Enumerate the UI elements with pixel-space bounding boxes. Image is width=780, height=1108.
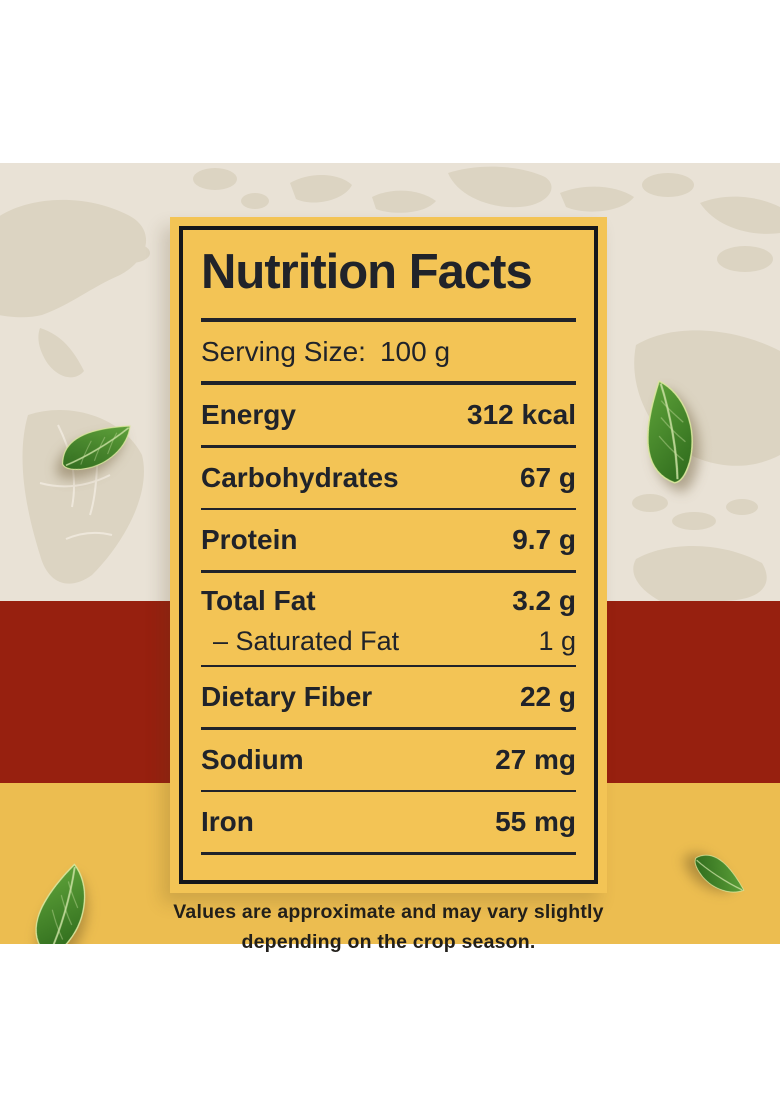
nutrition-label-border: Nutrition Facts Serving Size: 100 g Ener… [179,226,598,884]
row-divider [201,852,576,855]
nutrient-label: Iron [201,806,254,837]
row-divider [201,445,576,448]
divider-serving [201,381,576,385]
nutrient-row-sodium: Sodium 27 mg [201,730,576,790]
nutrient-value: 3.2 g [512,584,576,616]
nutrient-row-energy: Energy 312 kcal [201,385,576,445]
row-divider [201,789,576,792]
nutrient-row-protein: Protein 9.7 g [201,510,576,570]
nutrition-label-card: Nutrition Facts Serving Size: 100 g Ener… [170,217,607,893]
nutrient-group-total-fat: Total Fat 3.2 g – Saturated Fat 1 g [201,573,576,665]
row-divider [201,570,576,573]
nutrient-row-carbohydrates: Carbohydrates 67 g [201,448,576,508]
nutrient-value: 55 mg [495,806,576,837]
nutrient-label: Energy [201,399,296,430]
nutrient-row-dietary-fiber: Dietary Fiber 22 g [201,667,576,727]
nutrient-sublabel: – Saturated Fat [213,626,400,656]
row-divider [201,664,576,667]
row-divider [201,727,576,730]
leaf-image-bottom-right [688,841,749,908]
leaf-image-left [55,418,139,476]
serving-size-label: Serving Size: [201,335,366,367]
serving-size-value: 100 g [379,335,451,367]
leaf-image-right [628,370,711,495]
row-divider [201,507,576,510]
nutrient-subrow-saturated-fat: – Saturated Fat 1 g [201,623,576,661]
nutrient-label: Sodium [201,743,304,775]
nutrition-facts-title: Nutrition Facts [201,245,533,299]
divider-title [201,318,576,322]
nutrient-value: 67 g [519,461,576,493]
nutrient-label: Carbohydrates [201,461,399,493]
nutrient-label: Total Fat [201,584,316,616]
nutrient-value: 9.7 g [512,524,576,555]
nutrient-value: 22 g [519,681,576,712]
nutrient-value: 312 kcal [467,399,576,430]
nutrient-label: Protein [201,524,298,555]
footnote-text: Values are approximate and may vary slig… [173,901,604,953]
nutrient-label: Dietary Fiber [201,681,373,712]
leaf-image-bottom-left [12,856,114,944]
nutrient-value: 27 mg [495,743,576,775]
nutrient-row-iron: Iron 55 mg [201,792,576,852]
nutrient-subvalue: 1 g [538,626,576,656]
serving-size-row: Serving Size: 100 g [201,322,576,381]
nutrient-row-total-fat: Total Fat 3.2 g [201,579,576,623]
